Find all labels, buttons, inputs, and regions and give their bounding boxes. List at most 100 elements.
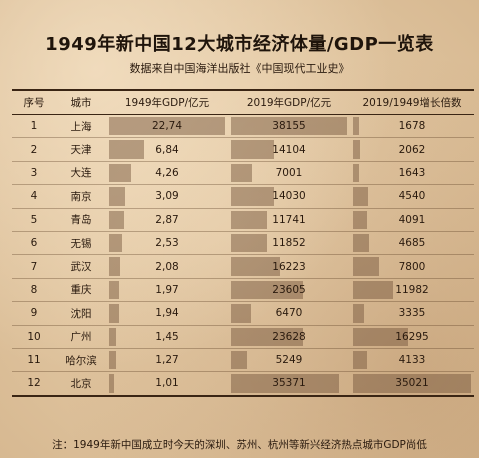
growth-cell: 2062 [350, 138, 474, 160]
table-row: 1 上海 22,74 38155 1678 [12, 115, 474, 139]
gdp-1949-bar [109, 210, 124, 229]
growth-bar [353, 187, 369, 206]
gdp-1949-bar [109, 374, 115, 393]
growth-cell: 4685 [350, 232, 474, 254]
gdp-2019-cell: 38155 [228, 115, 350, 137]
gdp-1949-cell: 1,27 [106, 349, 228, 371]
gdp-2019-value: 14030 [272, 190, 306, 203]
table-row: 8 重庆 1,97 23605 11982 [12, 279, 474, 303]
growth-value: 4540 [398, 190, 426, 203]
growth-value: 4685 [398, 237, 426, 250]
growth-cell: 4133 [350, 349, 474, 371]
gdp-1949-bar [109, 233, 122, 253]
growth-value: 4091 [398, 213, 426, 226]
gdp-2019-bar [231, 163, 253, 183]
gdp-2019-value: 23605 [272, 283, 306, 296]
growth-value: 7800 [398, 260, 426, 273]
gdp-2019-bar [231, 187, 274, 206]
row-city: 大连 [70, 167, 92, 180]
growth-value: 16295 [395, 330, 429, 343]
gdp-1949-value: 4,26 [155, 166, 179, 179]
growth-bar [353, 327, 408, 346]
gdp-1949-value: 3,09 [155, 190, 179, 203]
gdp-1949-bar [109, 257, 120, 276]
source-subtitle: 数据来自中国海洋出版社《中国现代工业史》 [129, 62, 350, 75]
gdp-2019-value: 35371 [272, 377, 306, 390]
table-row: 10 广州 1,45 23628 16295 [12, 326, 474, 349]
growth-cell: 3335 [350, 302, 474, 324]
gdp-1949-bar [109, 140, 144, 159]
gdp-2019-bar [231, 117, 347, 136]
table-row: 12 北京 1,01 35371 35021 [12, 372, 474, 397]
header-index: 序号 [23, 97, 45, 109]
gdp-2019-cell: 23605 [228, 279, 350, 301]
growth-bar [353, 117, 359, 136]
gdp-1949-value: 1,01 [155, 377, 179, 390]
table-row: 7 武汉 2,08 16223 7800 [12, 255, 474, 279]
growth-bar [353, 210, 367, 229]
gdp-1949-cell: 1,94 [106, 302, 228, 324]
growth-value: 4133 [398, 354, 426, 367]
header-city: 城市 [70, 97, 92, 109]
row-city: 广州 [70, 331, 92, 344]
gdp-2019-cell: 11741 [228, 209, 350, 231]
growth-value: 35021 [395, 377, 429, 390]
gdp-1949-bar [109, 280, 119, 300]
growth-cell: 4091 [350, 209, 474, 231]
gdp-2019-value: 11741 [272, 213, 306, 226]
gdp-2019-bar [231, 350, 247, 370]
row-city: 武汉 [70, 261, 92, 274]
row-city: 南京 [70, 190, 92, 203]
growth-bar [353, 280, 394, 300]
growth-cell: 7800 [350, 255, 474, 277]
gdp-1949-value: 2,53 [155, 237, 179, 250]
gdp-2019-bar [231, 327, 303, 346]
gdp-1949-value: 6,84 [155, 143, 179, 156]
row-index: 11 [27, 354, 41, 367]
gdp-2019-bar [231, 233, 267, 253]
gdp-2019-bar [231, 140, 274, 159]
header-gdp-1949: 1949年GDP/亿元 [124, 97, 210, 109]
gdp-2019-bar [231, 280, 303, 300]
gdp-1949-cell: 2,87 [106, 209, 228, 231]
table-row: 6 无锡 2,53 11852 4685 [12, 232, 474, 256]
gdp-1949-cell: 1,01 [106, 372, 228, 394]
gdp-1949-bar [109, 327, 117, 346]
growth-bar [353, 374, 471, 393]
gdp-2019-cell: 14030 [228, 185, 350, 207]
row-city: 哈尔滨 [65, 354, 97, 367]
growth-value: 2062 [398, 143, 426, 156]
table-row: 5 青岛 2,87 11741 4091 [12, 209, 474, 232]
gdp-1949-bar [109, 163, 131, 183]
row-index: 4 [30, 190, 38, 203]
growth-bar [353, 233, 369, 253]
row-city: 北京 [70, 377, 92, 390]
gdp-1949-value: 1,45 [155, 330, 179, 343]
gdp-2019-bar [231, 304, 251, 323]
gdp-1949-value: 2,08 [155, 260, 179, 273]
gdp-table: 序号 城市 1949年GDP/亿元 2019年GDP/亿元 2019/1949增… [12, 89, 474, 397]
gdp-2019-value: 6470 [275, 307, 303, 320]
row-city: 无锡 [70, 237, 92, 250]
gdp-2019-value: 11852 [272, 237, 306, 250]
gdp-1949-cell: 4,26 [106, 162, 228, 184]
page-title: 1949年新中国12大城市经济体量/GDP一览表 [45, 34, 434, 55]
gdp-2019-bar [231, 210, 267, 229]
gdp-1949-bar [109, 187, 125, 206]
row-index: 8 [30, 283, 38, 296]
gdp-2019-value: 23628 [272, 330, 306, 343]
gdp-1949-bar [109, 117, 225, 136]
gdp-1949-bar [109, 304, 119, 323]
gdp-2019-cell: 23628 [228, 326, 350, 348]
gdp-1949-value: 1,94 [155, 307, 179, 320]
gdp-2019-cell: 16223 [228, 255, 350, 277]
gdp-2019-cell: 5249 [228, 349, 350, 371]
gdp-1949-cell: 2,08 [106, 255, 228, 277]
growth-cell: 11982 [350, 279, 474, 301]
gdp-2019-bar [231, 374, 339, 393]
gdp-1949-value: 1,27 [155, 354, 179, 367]
table-body: 1 上海 22,74 38155 1678 2 天津 6,84 14104 2062 3 大连 4,26… [12, 115, 474, 397]
row-city: 上海 [70, 120, 92, 133]
row-index: 3 [30, 166, 38, 179]
table-row: 9 沈阳 1,94 6470 3335 [12, 302, 474, 326]
